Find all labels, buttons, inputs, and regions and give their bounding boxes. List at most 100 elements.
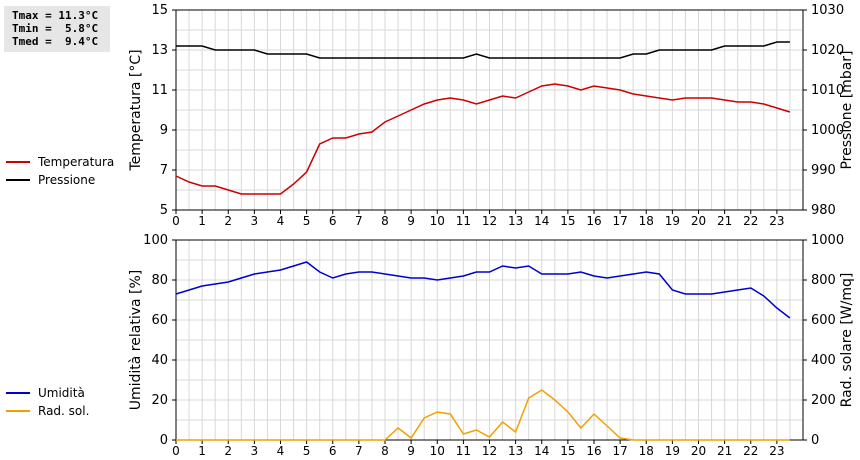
y-tick-label: 11 xyxy=(151,83,168,98)
y2-tick-label: 0 xyxy=(811,433,819,448)
legend-item-temperatura: Temperatura xyxy=(6,153,114,171)
y2-tick-label: 400 xyxy=(811,353,836,368)
x-tick-label: 20 xyxy=(691,444,706,458)
legend-label-radsol: Rad. sol. xyxy=(38,404,90,418)
legend-top: Temperatura Pressione xyxy=(6,153,114,189)
x-tick-label: 14 xyxy=(534,444,549,458)
y-tick-label: 13 xyxy=(151,43,168,58)
y-tick-label: 15 xyxy=(151,3,168,18)
legend-item-pressione: Pressione xyxy=(6,171,114,189)
x-tick-label: 17 xyxy=(612,214,627,228)
x-tick-label: 11 xyxy=(456,214,471,228)
y-tick-label: 7 xyxy=(160,163,168,178)
x-tick-label: 15 xyxy=(560,444,575,458)
x-tick-label: 19 xyxy=(665,444,680,458)
y-axis-label: Temperatura [°C] xyxy=(128,49,144,171)
x-tick-label: 9 xyxy=(407,444,415,458)
x-tick-label: 10 xyxy=(430,214,445,228)
y-tick-label: 0 xyxy=(160,433,168,448)
y2-tick-label: 800 xyxy=(811,273,836,288)
legend-item-radsol: Rad. sol. xyxy=(6,402,89,420)
x-tick-label: 11 xyxy=(456,444,471,458)
x-tick-label: 23 xyxy=(769,444,784,458)
tmin-text: Tmin = 5.8°C xyxy=(12,22,99,35)
x-tick-label: 2 xyxy=(224,214,232,228)
y-tick-label: 80 xyxy=(151,273,168,288)
series-line-rad-sol xyxy=(176,389,790,441)
x-tick-label: 22 xyxy=(743,444,758,458)
y-tick-label: 40 xyxy=(151,353,168,368)
x-tick-label: 8 xyxy=(381,444,389,458)
y2-tick-label: 980 xyxy=(811,203,836,218)
x-tick-label: 5 xyxy=(303,444,311,458)
x-tick-label: 21 xyxy=(717,214,732,228)
y2-axis-label: Rad. solare [W/mq] xyxy=(839,273,855,408)
x-tick-label: 6 xyxy=(329,214,337,228)
y2-tick-label: 200 xyxy=(811,393,836,408)
x-tick-label: 9 xyxy=(407,214,415,228)
x-tick-label: 0 xyxy=(172,444,180,458)
x-tick-label: 13 xyxy=(508,444,523,458)
x-tick-label: 23 xyxy=(769,214,784,228)
x-tick-label: 12 xyxy=(482,444,497,458)
x-tick-label: 7 xyxy=(355,214,363,228)
x-tick-label: 6 xyxy=(329,444,337,458)
y2-tick-label: 1030 xyxy=(811,3,844,18)
y2-tick-label: 1000 xyxy=(811,233,844,248)
y-tick-label: 100 xyxy=(143,233,168,248)
x-tick-label: 1 xyxy=(198,214,206,228)
x-tick-label: 5 xyxy=(303,214,311,228)
y2-tick-label: 600 xyxy=(811,313,836,328)
chart-1: 0 1 2 3 4 5 6 7 8 9 10 11 12 13 14 15 16 17 18 19 20 21 22 2357… xyxy=(128,3,855,228)
legend-swatch-pressione xyxy=(6,179,30,181)
y-tick-label: 60 xyxy=(151,313,168,328)
x-tick-label: 14 xyxy=(534,214,549,228)
x-tick-label: 21 xyxy=(717,444,732,458)
stats-box: Tmax = 11.3°C Tmin = 5.8°C Tmed = 9.4°C xyxy=(4,6,110,52)
x-tick-label: 20 xyxy=(691,214,706,228)
x-tick-label: 16 xyxy=(586,444,601,458)
y2-tick-label: 1000 xyxy=(811,123,844,138)
x-tick-label: 15 xyxy=(560,214,575,228)
x-tick-label: 19 xyxy=(665,214,680,228)
x-tick-label: 18 xyxy=(639,444,654,458)
y-tick-label: 5 xyxy=(160,203,168,218)
x-tick-label: 1 xyxy=(198,444,206,458)
y2-tick-label: 1010 xyxy=(811,83,844,98)
series-line-umidit xyxy=(175,261,791,319)
x-tick-label: 7 xyxy=(355,444,363,458)
series-line-pressione xyxy=(176,41,790,59)
chart-2: 0 1 2 3 4 5 6 7 8 9 10 11 12 13 14 15 16 17 18 19 20 21 22 2302… xyxy=(128,233,855,458)
x-tick-label: 3 xyxy=(251,214,259,228)
x-tick-label: 12 xyxy=(482,214,497,228)
x-tick-label: 3 xyxy=(251,444,259,458)
tmax-text: Tmax = 11.3°C xyxy=(12,9,99,22)
x-tick-label: 4 xyxy=(277,444,285,458)
y-tick-label: 9 xyxy=(160,123,168,138)
legend-swatch-umidita xyxy=(6,392,30,394)
x-tick-label: 2 xyxy=(224,444,232,458)
x-tick-label: 13 xyxy=(508,214,523,228)
x-tick-label: 0 xyxy=(172,214,180,228)
legend-swatch-radsol xyxy=(6,410,30,412)
legend-label-pressione: Pressione xyxy=(38,173,96,187)
legend-label-umidita: Umidità xyxy=(38,386,85,400)
x-tick-label: 4 xyxy=(277,214,285,228)
tmed-text: Tmed = 9.4°C xyxy=(12,35,99,48)
legend-bottom: Umidità Rad. sol. xyxy=(6,384,89,420)
x-tick-label: 8 xyxy=(381,214,389,228)
legend-label-temperatura: Temperatura xyxy=(38,155,115,169)
y2-tick-label: 990 xyxy=(811,163,836,178)
x-tick-label: 17 xyxy=(612,444,627,458)
x-tick-label: 10 xyxy=(430,444,445,458)
y-axis-label: Umidità relativa [%] xyxy=(128,270,144,411)
x-tick-label: 18 xyxy=(639,214,654,228)
series-line-temperatura xyxy=(175,83,791,195)
legend-swatch-temperatura xyxy=(6,161,30,163)
y2-axis-label: Pressione [mbar] xyxy=(839,50,855,169)
legend-item-umidita: Umidità xyxy=(6,384,89,402)
y2-tick-label: 1020 xyxy=(811,43,844,58)
y-tick-label: 20 xyxy=(151,393,168,408)
x-tick-label: 22 xyxy=(743,214,758,228)
